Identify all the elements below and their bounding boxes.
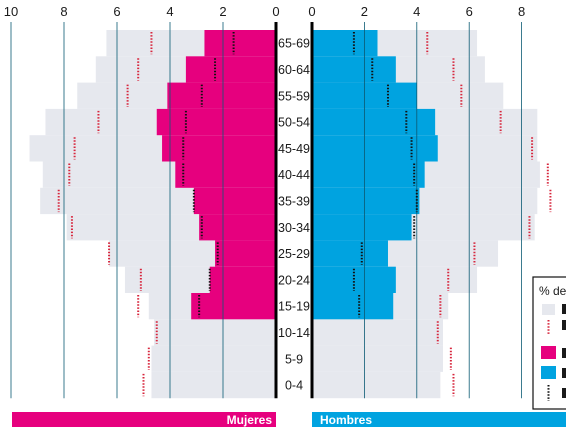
mujeres-label: Mujeres (227, 413, 273, 427)
x-tick-left-4: 4 (166, 4, 173, 19)
x-tick-left-6: 6 (113, 4, 120, 19)
mujeres-banner (12, 412, 276, 427)
x-tick-left-10: 10 (4, 4, 18, 19)
background-bars (29, 30, 540, 399)
age-label-45-49: 45-49 (278, 142, 310, 156)
panel-banners: Mujeres Hombres (12, 412, 566, 427)
left-bar-40-44 (175, 161, 276, 188)
gridlines (10, 22, 522, 399)
right-bar-30-34 (312, 214, 412, 241)
left-bar-30-34 (199, 214, 276, 241)
age-label-5-9: 5-9 (285, 352, 303, 366)
x-tick-labels: 10 8 6 4 2 0 0 2 4 6 8 (4, 4, 525, 19)
age-label-40-44: 40-44 (278, 168, 310, 182)
age-label-0-4: 0-4 (285, 379, 303, 393)
left-background-0-4 (151, 371, 276, 399)
right-background-10-14 (312, 319, 443, 346)
legend-title: % de (539, 284, 566, 298)
legend: % de (532, 276, 566, 410)
age-label-50-54: 50-54 (278, 116, 310, 130)
age-label-35-39: 35-39 (278, 194, 310, 208)
right-bar-60-64 (312, 56, 396, 83)
right-bar-15-19 (312, 293, 394, 320)
age-label-60-64: 60-64 (278, 63, 310, 77)
x-tick-left-8: 8 (60, 4, 67, 19)
age-label-25-29: 25-29 (278, 247, 310, 261)
legend-text-fragment-0 (562, 304, 566, 314)
hombres-banner (312, 412, 566, 427)
legend-text-fragment-2 (562, 348, 566, 358)
left-bar-45-49 (162, 135, 276, 162)
right-bar-50-54 (312, 108, 436, 136)
left-bar-65-69 (204, 30, 276, 57)
hombres-label: Hombres (320, 413, 372, 427)
dotted-markers (57, 32, 552, 397)
age-label-30-34: 30-34 (278, 221, 310, 235)
left-background-5-9 (151, 345, 276, 372)
age-label-15-19: 15-19 (278, 300, 310, 314)
x-tick-right-8: 8 (518, 4, 525, 19)
legend-text-fragment-1 (562, 320, 566, 330)
x-tick-left-2: 2 (219, 4, 226, 19)
right-bar-40-44 (312, 161, 425, 188)
left-bar-60-64 (185, 56, 276, 83)
left-bar-35-39 (193, 187, 276, 215)
right-bar-65-69 (312, 30, 378, 57)
x-tick-left-0: 0 (272, 4, 279, 19)
left-bar-55-59 (167, 82, 276, 109)
axes (274, 22, 314, 399)
legend-text-fragment-4 (562, 388, 566, 398)
age-group-labels: 0-4 5-9 10-14 15-19 20-24 25-29 30-34 35-39 40-4… (278, 37, 310, 393)
x-tick-right-4: 4 (413, 4, 420, 19)
right-bar-25-29 (312, 240, 388, 267)
left-bar-25-29 (215, 240, 276, 267)
x-tick-right-6: 6 (466, 4, 473, 19)
legend-text-fragment-3 (562, 368, 566, 378)
legend-swatch-background (542, 304, 555, 315)
age-label-10-14: 10-14 (278, 326, 310, 340)
age-label-20-24: 20-24 (278, 273, 310, 287)
right-background-0-4 (312, 371, 441, 399)
right-bar-20-24 (312, 266, 396, 293)
right-background-5-9 (312, 345, 443, 372)
x-tick-right-2: 2 (361, 4, 368, 19)
legend-swatch-mujeres (541, 346, 556, 359)
age-label-55-59: 55-59 (278, 89, 310, 103)
left-bar-50-54 (156, 108, 276, 136)
legend-box (532, 276, 566, 410)
right-bar-35-39 (312, 187, 420, 215)
left-bar-15-19 (191, 293, 276, 320)
x-tick-right-0: 0 (308, 4, 315, 19)
right-bar-45-49 (312, 135, 438, 162)
main-bars (156, 30, 438, 320)
left-bar-20-24 (209, 266, 276, 293)
legend-swatch-hombres (541, 366, 556, 379)
age-label-65-69: 65-69 (278, 37, 310, 51)
left-background-10-14 (154, 319, 276, 346)
